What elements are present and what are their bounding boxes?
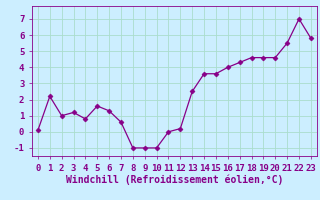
X-axis label: Windchill (Refroidissement éolien,°C): Windchill (Refroidissement éolien,°C)	[66, 174, 283, 185]
